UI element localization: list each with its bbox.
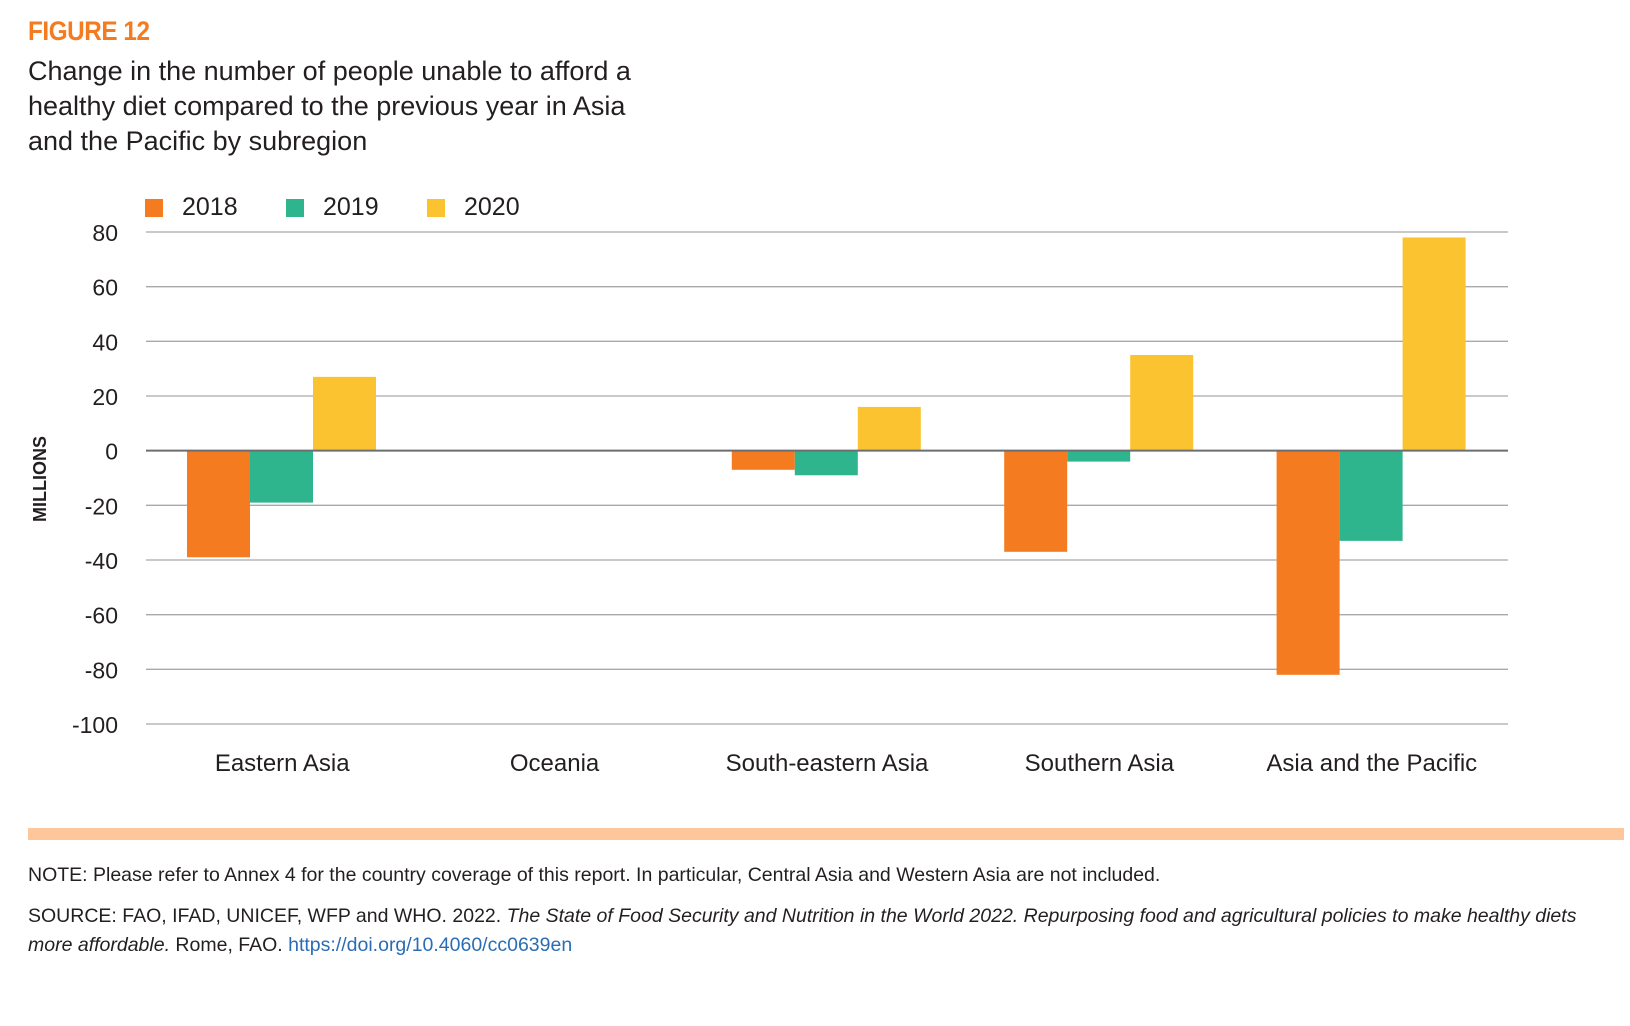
- source-link[interactable]: https://doi.org/10.4060/cc0639en: [288, 934, 573, 956]
- note-text: NOTE: Please refer to Annex 4 for the co…: [28, 864, 1161, 886]
- legend-swatch-2019: [286, 199, 304, 217]
- source-text: SOURCE: FAO, IFAD, UNICEF, WFP and WHO. …: [28, 902, 1608, 960]
- x-category-label: South-eastern Asia: [726, 750, 929, 777]
- bar-2018: [187, 450, 250, 558]
- figure-label: FIGURE 12: [28, 16, 150, 46]
- legend-swatch-2018: [145, 199, 163, 217]
- x-category-label: Southern Asia: [1025, 750, 1175, 777]
- bar-2019: [1339, 450, 1403, 541]
- y-tick-label: 40: [92, 329, 118, 355]
- bar-layer: [187, 237, 1466, 675]
- bar-2018: [1004, 450, 1068, 552]
- bar-chart: 2018 2019 2020 80 60 40 20 0 -20 -40 -60 -80 -100 Ea…: [30, 193, 1508, 777]
- bar-2018: [731, 450, 795, 470]
- y-axis-label: MILLIONS: [30, 436, 50, 522]
- legend-label-2018: 2018: [182, 193, 238, 221]
- source-suffix: Rome, FAO.: [175, 934, 283, 956]
- legend: 2018 2019 2020: [145, 193, 520, 221]
- bar-2019: [250, 450, 313, 503]
- y-tick-label: -100: [72, 712, 118, 738]
- y-tick-label: 60: [92, 275, 118, 301]
- y-tick-label: -60: [85, 603, 118, 629]
- y-tick-label: -40: [85, 548, 118, 574]
- bar-2020: [857, 406, 921, 451]
- legend-swatch-2020: [427, 199, 445, 217]
- y-tick-label: 20: [92, 384, 118, 410]
- bar-2019: [794, 450, 858, 476]
- grid-layer: [146, 231, 1508, 725]
- source-prefix: SOURCE: FAO, IFAD, UNICEF, WFP and WHO. …: [28, 905, 502, 927]
- source-title: The State of Food Security and Nutrition…: [28, 905, 1577, 956]
- bar-2019: [1067, 450, 1131, 462]
- bar-2020: [1402, 237, 1466, 451]
- x-category-label: Asia and the Pacific: [1266, 750, 1477, 777]
- y-tick-label: 80: [92, 220, 118, 246]
- y-tick-label: 0: [105, 439, 118, 465]
- legend-label-2020: 2020: [464, 193, 520, 221]
- x-category-label: Eastern Asia: [215, 750, 350, 777]
- bar-2020: [313, 376, 376, 451]
- figure-title: Change in the number of people unable to…: [28, 56, 631, 156]
- bar-2020: [1130, 355, 1194, 451]
- axis-labels: 80 60 40 20 0 -20 -40 -60 -80 -100 Eastern Asia Oce…: [30, 220, 1477, 777]
- y-tick-label: -80: [85, 657, 118, 683]
- y-tick-label: -20: [85, 493, 118, 519]
- legend-label-2019: 2019: [323, 193, 379, 221]
- bar-2018: [1276, 450, 1340, 675]
- x-category-label: Oceania: [510, 750, 600, 777]
- divider-rule: [28, 828, 1624, 840]
